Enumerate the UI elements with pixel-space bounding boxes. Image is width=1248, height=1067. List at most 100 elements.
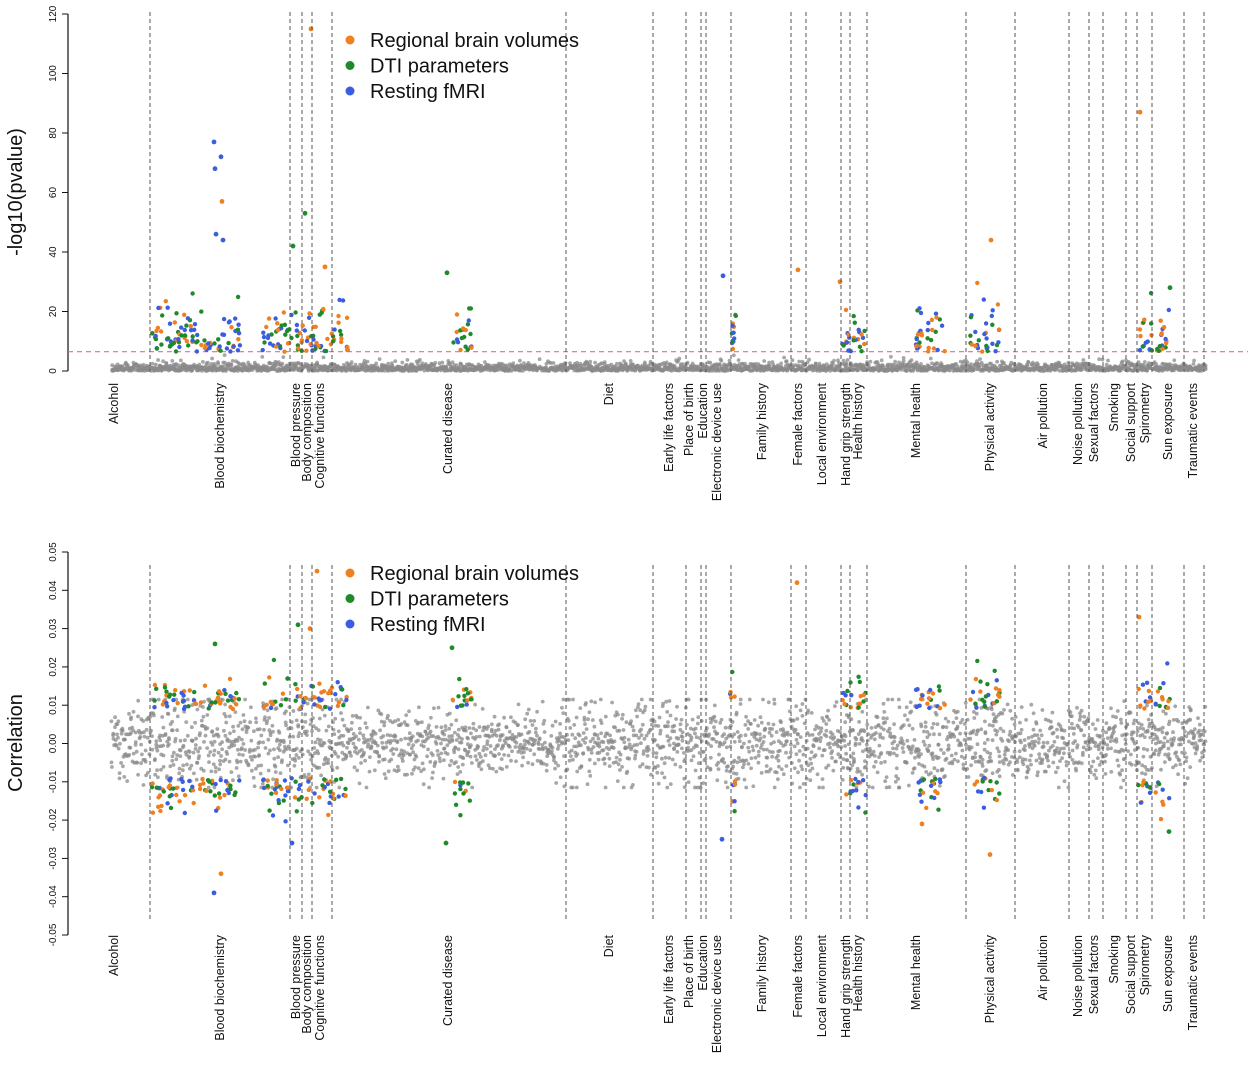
background-point [553,766,557,771]
background-point [188,766,192,771]
background-point [941,751,946,756]
background-point [935,361,939,366]
background-point [824,362,829,366]
background-point [734,771,739,776]
background-point [672,723,677,728]
background-point [489,727,494,732]
highlight-point [261,334,267,340]
background-point [281,355,286,359]
highlight-point [184,323,189,328]
background-point [253,747,257,752]
highlight-point [914,344,919,349]
background-point [939,747,943,752]
background-point [439,725,444,730]
background-point [236,774,241,779]
background-point [199,766,204,771]
background-point [362,736,366,741]
y-tick-label: 120 [48,5,59,22]
background-point [318,738,323,742]
highlight-point [316,343,321,349]
background-point [664,699,669,704]
highlight-point [860,335,866,340]
background-point [895,743,900,748]
background-point [640,762,645,767]
background-point [351,732,356,736]
background-point [892,739,897,744]
background-point [680,735,685,739]
background-point [236,724,241,728]
background-point [586,747,591,752]
background-point [260,355,265,359]
background-point [573,736,578,741]
background-point [691,754,696,759]
background-point [958,720,963,725]
background-point [300,752,305,757]
background-point [160,715,165,719]
background-point [731,771,736,776]
background-points [109,697,1208,790]
background-point [844,751,848,756]
highlight-point [179,333,184,338]
background-point [666,720,670,724]
background-point [260,781,265,786]
background-point [881,716,886,721]
background-point [379,712,384,717]
background-point [238,759,243,764]
background-point [414,754,419,759]
background-point [116,719,121,724]
background-point [339,697,343,702]
background-point [879,751,884,755]
background-point [711,737,716,741]
background-point [342,723,347,728]
background-point [518,747,522,752]
background-point [622,735,627,740]
background-point [542,718,547,723]
background-point [756,749,761,754]
background-point [595,733,600,738]
background-point [556,743,561,748]
background-point [1008,364,1012,369]
background-point [527,741,532,746]
background-point [209,769,214,774]
background-point [910,726,915,731]
highlight-point [344,315,350,320]
background-point [520,763,524,768]
background-point [708,360,713,365]
background-point [290,720,294,724]
data-point [988,237,994,243]
background-point [931,721,936,726]
background-point [175,714,180,719]
background-point [136,714,140,719]
background-point [851,751,856,756]
background-point [732,758,737,763]
background-point [443,737,448,742]
background-point [368,755,372,759]
background-point [177,766,182,771]
background-point [389,757,394,762]
background-point [712,725,716,730]
background-point [426,747,430,752]
background-point [257,740,262,745]
background-point [243,697,248,702]
background-point [566,738,571,742]
background-point [117,771,122,775]
background-point [405,723,410,728]
background-point [354,734,358,739]
background-point [635,714,639,719]
background-point [212,748,217,753]
background-point [583,722,587,726]
background-point [758,369,763,373]
background-point [667,743,672,747]
background-point [205,713,210,717]
background-point [782,355,786,360]
background-point [836,752,841,757]
background-point [456,727,461,732]
background-point [817,746,822,751]
background-point [892,722,896,727]
background-point [154,739,159,744]
highlight-point [150,331,155,336]
background-point [266,768,271,773]
background-point [656,781,661,786]
background-point [394,747,399,752]
background-point [638,764,642,769]
